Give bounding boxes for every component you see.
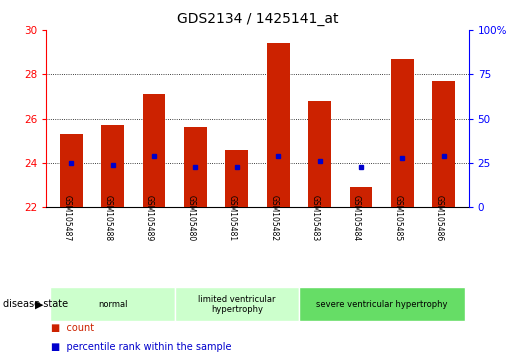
Bar	[143, 94, 165, 207]
Bar	[50, 287, 175, 321]
Bar	[299, 287, 465, 321]
Text: ▶: ▶	[35, 299, 44, 309]
Text: GSM105486: GSM105486	[435, 195, 444, 241]
Bar	[175, 287, 299, 321]
Title: GDS2134 / 1425141_at: GDS2134 / 1425141_at	[177, 12, 338, 26]
Text: disease state: disease state	[3, 299, 67, 309]
Text: GSM105482: GSM105482	[269, 195, 278, 241]
Bar	[308, 101, 331, 207]
Text: GSM105488: GSM105488	[104, 195, 113, 241]
Bar	[350, 187, 372, 207]
Bar	[101, 125, 124, 207]
Text: ■  count: ■ count	[52, 323, 95, 333]
Text: GSM105487: GSM105487	[62, 195, 71, 241]
Text: ■  percentile rank within the sample: ■ percentile rank within the sample	[52, 342, 232, 352]
Text: GSM105483: GSM105483	[311, 195, 320, 241]
Text: GSM105485: GSM105485	[393, 195, 402, 241]
Text: severe ventricular hypertrophy: severe ventricular hypertrophy	[316, 300, 448, 309]
Text: limited ventricular
hypertrophy: limited ventricular hypertrophy	[198, 295, 276, 314]
Text: GSM105481: GSM105481	[228, 195, 237, 241]
Text: GSM105480: GSM105480	[186, 195, 195, 241]
Bar	[184, 127, 207, 207]
Text: GSM105489: GSM105489	[145, 195, 154, 241]
Bar	[226, 149, 248, 207]
Bar	[391, 59, 414, 207]
Bar	[433, 81, 455, 207]
Bar	[267, 44, 289, 207]
Text: normal: normal	[98, 300, 127, 309]
Bar	[60, 134, 82, 207]
Text: GSM105484: GSM105484	[352, 195, 361, 241]
